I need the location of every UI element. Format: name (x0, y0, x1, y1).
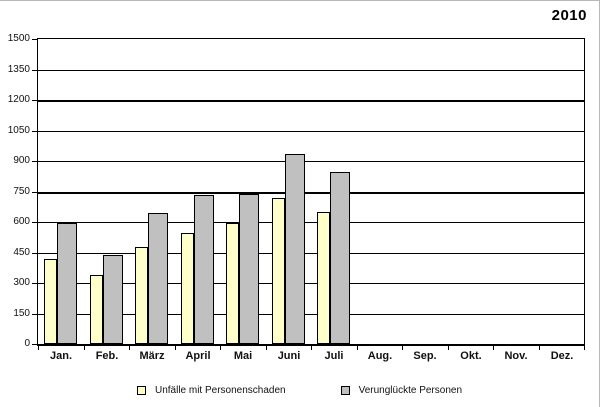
bar-mai-unfllemitper (226, 223, 239, 344)
x-axis-label-nov: Nov. (504, 350, 528, 362)
y-axis-label-1350: 1350 (7, 64, 30, 75)
bar-juli-unfllemitper (317, 212, 330, 344)
gridline-1200 (38, 100, 584, 102)
y-axis-tick (32, 161, 37, 162)
y-axis-label-900: 900 (13, 155, 30, 166)
y-axis-tick (32, 253, 37, 254)
legend-item-unfaelle: Unfälle mit Personenschaden (136, 385, 286, 396)
bar-mai-verunglcktep (239, 194, 259, 344)
legend-marker-square-icon (340, 386, 350, 395)
x-axis-tick (129, 346, 130, 350)
x-axis-label-dez: Dez. (550, 350, 574, 362)
x-axis-tick (493, 346, 494, 350)
bar-april-verunglcktep (194, 195, 214, 344)
y-axis-tick (32, 344, 37, 345)
y-axis-tick (32, 222, 37, 223)
x-axis-label-aug: Aug. (367, 350, 393, 362)
bar-jan-unfllemitper (44, 259, 57, 344)
y-axis-label-150: 150 (13, 308, 30, 319)
y-axis-tick (32, 100, 37, 101)
y-axis-tick (32, 70, 37, 71)
legend-marker-square-icon (136, 386, 146, 395)
x-axis-label-juli: Juli (324, 350, 344, 362)
bar-feb-unfllemitper (90, 275, 103, 344)
x-axis-label-okt: Okt. (460, 350, 482, 362)
y-axis-tick (32, 283, 37, 284)
x-axis-tick (448, 346, 449, 350)
bar-jan-verunglcktep (57, 223, 77, 344)
x-axis-tick (220, 346, 221, 350)
x-axis-tick (175, 346, 176, 350)
x-axis-tick (584, 346, 585, 350)
y-axis-label-300: 300 (13, 277, 30, 288)
gridline-450 (38, 253, 584, 254)
x-axis-tick (311, 346, 312, 350)
bar-juni-verunglcktep (285, 154, 305, 344)
y-axis-label-0: 0 (24, 338, 30, 349)
x-axis-label-jan: Jan. (49, 350, 72, 362)
x-axis-tick (266, 346, 267, 350)
x-axis-label-feb: Feb. (95, 350, 119, 362)
bar-juni-unfllemitper (272, 198, 285, 344)
y-axis-label-450: 450 (13, 247, 30, 258)
x-axis-label-mai: Mai (233, 350, 253, 362)
bar-juli-verunglcktep (330, 172, 350, 344)
x-axis-label-april: April (185, 350, 211, 362)
legend-label-unfaelle: Unfälle mit Personenschaden (154, 385, 286, 396)
x-axis-tick (402, 346, 403, 350)
legend-label-verungluckte: Verunglückte Personen (358, 385, 463, 396)
y-axis-tick (32, 314, 37, 315)
x-axis-label-mrz: März (139, 350, 165, 362)
x-axis-label-sep: Sep. (413, 350, 437, 362)
bar-mrz-verunglcktep (148, 213, 168, 344)
chart-title: 2010 (551, 7, 587, 24)
x-axis-label-juni: Juni (277, 350, 301, 362)
y-axis-tick (32, 131, 37, 132)
y-axis-tick (32, 192, 37, 193)
bar-mrz-unfllemitper (135, 247, 148, 344)
x-axis-tick (84, 346, 85, 350)
gridline-1350 (38, 70, 584, 71)
x-axis-tick (539, 346, 540, 350)
legend-item-verungluckte: Verunglückte Personen (340, 385, 463, 396)
gridline-300 (38, 283, 584, 284)
y-axis-tick (32, 39, 37, 40)
gridline-900 (38, 161, 584, 162)
y-axis-label-1200: 1200 (7, 94, 30, 105)
y-axis-label-1500: 1500 (7, 33, 30, 44)
plot-area (37, 38, 585, 346)
x-axis-tick (357, 346, 358, 350)
gridline-600 (38, 222, 584, 223)
gridline-150 (38, 314, 584, 315)
bar-april-unfllemitper (181, 233, 194, 344)
bar-feb-verunglcktep (103, 255, 123, 344)
y-axis-label-600: 600 (13, 216, 30, 227)
x-axis-tick (38, 346, 39, 350)
y-axis-label-750: 750 (13, 186, 30, 197)
y-axis-label-1050: 1050 (7, 125, 30, 136)
gridline-750 (38, 192, 584, 194)
gridline-1050 (38, 131, 584, 132)
legend: Unfälle mit Personenschaden Verunglückte… (0, 385, 599, 396)
